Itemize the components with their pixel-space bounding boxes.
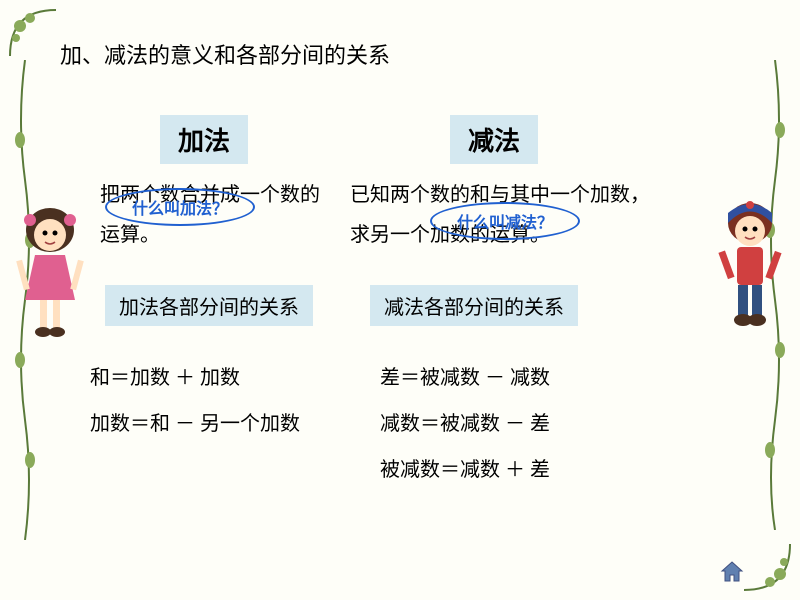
corner-decoration-bottom-right: [742, 542, 792, 592]
addition-formula-2: 加数＝和 － 另一个加数: [90, 401, 300, 447]
subtraction-relations-header: 减法各部分间的关系: [370, 285, 578, 326]
addition-formulas: 和＝加数 ＋ 加数 加数＝和 － 另一个加数: [90, 355, 300, 447]
subtraction-formula-1: 差＝被减数 － 减数: [380, 355, 550, 401]
addition-bubble: 什么叫加法？: [105, 188, 255, 226]
home-icon[interactable]: [719, 559, 745, 585]
page-title: 加、减法的意义和各部分间的关系: [60, 38, 390, 70]
subtraction-formula-2: 减数＝被减数 － 差: [380, 401, 550, 447]
subtraction-formula-3: 被减数＝减数 ＋ 差: [380, 447, 550, 493]
corner-decoration-top-left: [8, 8, 58, 58]
subtraction-header: 减法: [450, 115, 538, 164]
addition-header: 加法: [160, 115, 248, 164]
girl-character-icon: [5, 200, 95, 340]
addition-relations-header: 加法各部分间的关系: [105, 285, 313, 326]
addition-formula-1: 和＝加数 ＋ 加数: [90, 355, 300, 401]
boy-character-icon: [705, 195, 795, 335]
subtraction-bubble: 什么叫减法？: [430, 202, 580, 240]
subtraction-formulas: 差＝被减数 － 减数 减数＝被减数 － 差 被减数＝减数 ＋ 差: [380, 355, 550, 493]
